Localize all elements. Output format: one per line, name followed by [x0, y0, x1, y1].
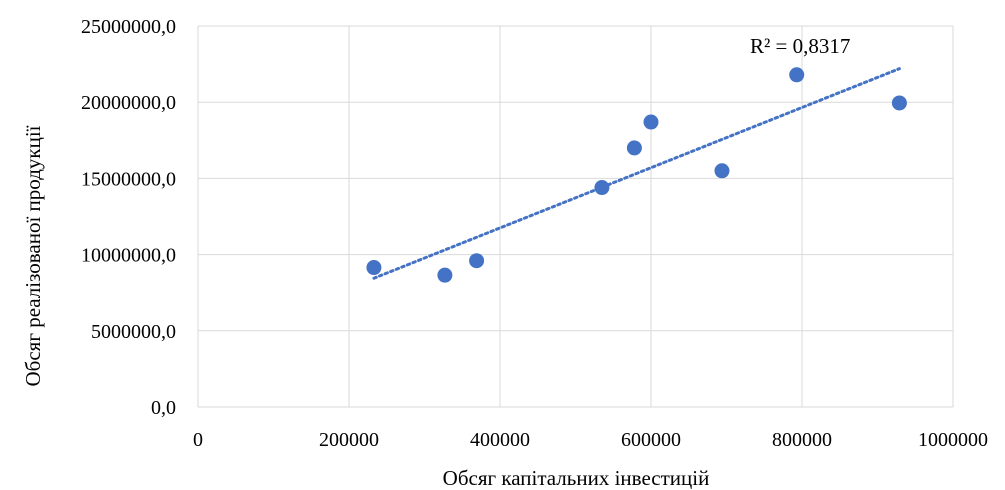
y-tick-labels: 0,0 5000000,0 10000000,0 15000000,0 20000000…: [81, 16, 176, 419]
data-point: [594, 180, 609, 195]
x-tick-label: 1000000: [918, 429, 988, 451]
gridlines: [198, 26, 953, 407]
trendline: [374, 69, 899, 279]
data-point: [366, 260, 381, 275]
r-squared-annotation: R² = 0,8317: [750, 34, 850, 58]
data-point: [469, 253, 484, 268]
data-point: [644, 115, 659, 130]
data-point: [714, 163, 729, 178]
x-tick-label: 800000: [772, 429, 832, 451]
x-tick-label: 200000: [319, 429, 379, 451]
y-tick-label: 25000000,0: [81, 16, 176, 38]
data-point: [892, 95, 907, 110]
y-tick-label: 5000000,0: [91, 321, 176, 343]
data-point: [437, 268, 452, 283]
x-tick-labels: 0 200000 400000 600000 800000 1000000: [193, 429, 988, 451]
x-tick-label: 400000: [470, 429, 530, 451]
y-tick-label: 10000000,0: [81, 245, 176, 267]
trendline-layer: [374, 69, 899, 279]
y-axis-title: Обсяг реалізованої продукції: [21, 125, 45, 386]
y-tick-label: 15000000,0: [81, 168, 176, 190]
data-point: [789, 67, 804, 82]
x-tick-label: 0: [193, 429, 203, 451]
y-tick-label: 20000000,0: [81, 92, 176, 114]
data-point: [627, 140, 642, 155]
y-tick-label: 0,0: [151, 397, 176, 419]
x-tick-label: 600000: [621, 429, 681, 451]
x-axis-title: Обсяг капітальних інвестицій: [443, 466, 710, 490]
